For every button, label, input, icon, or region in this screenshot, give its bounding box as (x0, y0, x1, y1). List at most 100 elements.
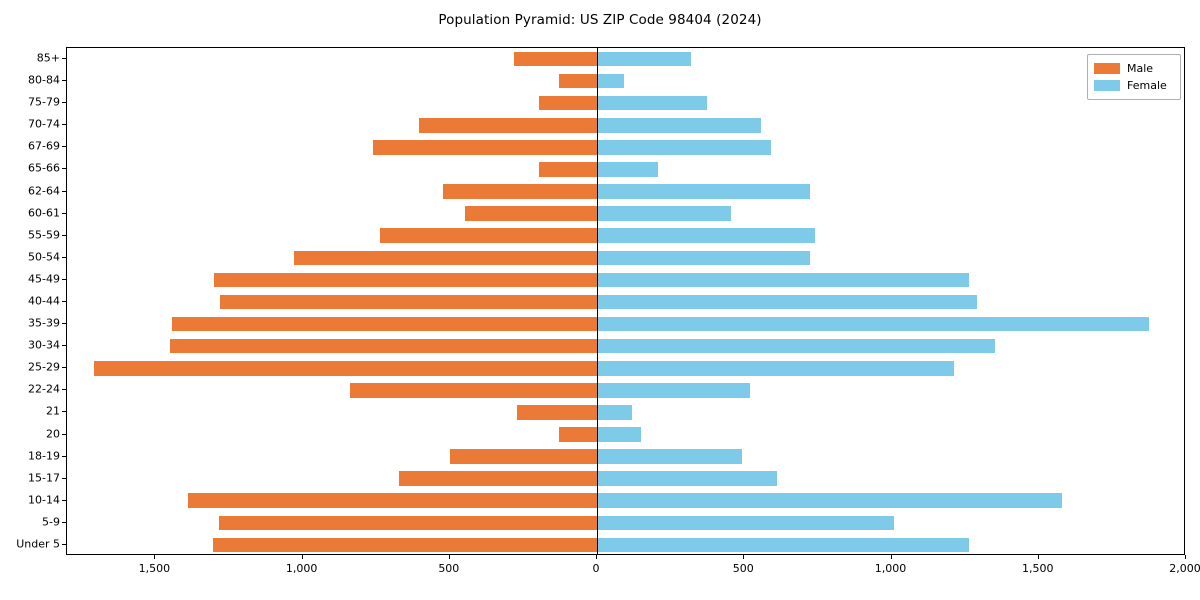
y-axis-tick-mark (62, 323, 66, 325)
y-axis-tick-mark (62, 477, 66, 479)
bar-row (67, 360, 1184, 376)
y-axis-tick-label: 85+ (36, 51, 60, 65)
y-axis-tick-label: 25-29 (28, 360, 60, 374)
bar-male (293, 250, 598, 266)
y-axis-tick-label: 30-34 (28, 338, 60, 352)
bar-female (597, 294, 977, 310)
y-axis-tick-mark (62, 367, 66, 369)
bar-row (67, 118, 1184, 133)
bar-row (67, 449, 1184, 464)
legend-label: Male (1127, 62, 1154, 75)
bar-female (597, 95, 707, 111)
legend-entry[interactable]: Female (1094, 77, 1174, 94)
y-axis-tick-mark (62, 433, 66, 435)
x-axis-tick-label: 1,500 (1022, 562, 1054, 575)
y-axis-tick-mark (62, 212, 66, 214)
y-axis-tick-mark (62, 256, 66, 258)
y-axis-tick-label: 40-44 (28, 294, 60, 308)
y-axis-tick-label: 35-39 (28, 316, 60, 330)
y-axis-tick-label: 70-74 (28, 117, 60, 131)
bar-male (464, 206, 598, 221)
y-axis-tick-mark (62, 58, 66, 60)
bar-male (442, 184, 598, 199)
x-axis-tick-label: 1,000 (874, 562, 907, 575)
y-axis-tick-label: 22-24 (28, 382, 60, 396)
bar-row (67, 383, 1184, 398)
bar-row (67, 250, 1184, 266)
y-axis-tick-mark (62, 389, 66, 391)
bar-row (67, 515, 1184, 531)
bar-row (67, 206, 1184, 221)
bar-female (597, 73, 625, 89)
bar-row (67, 338, 1184, 354)
zero-axis-line (597, 48, 599, 554)
y-axis-tick-label: 65-66 (28, 161, 60, 175)
y-axis-tick-label: 60-61 (28, 206, 60, 220)
bar-female (597, 272, 969, 288)
bar-row (67, 51, 1184, 67)
plot-area (66, 47, 1185, 555)
x-axis-tick-mark (1037, 555, 1039, 559)
bar-row (67, 294, 1184, 310)
legend-entry[interactable]: Male (1094, 60, 1174, 77)
y-axis-tick-label: 80-84 (28, 73, 60, 87)
x-axis-tick-mark (154, 555, 156, 559)
bar-row (67, 471, 1184, 486)
bar-male (399, 471, 598, 486)
y-axis-tick-label: 50-54 (28, 250, 60, 264)
bar-female (597, 250, 810, 266)
bar-male (170, 338, 598, 354)
bar-male (419, 118, 598, 133)
y-axis-tick-label: 67-69 (28, 139, 60, 153)
bar-male (559, 73, 598, 89)
y-axis-tick-mark (62, 345, 66, 347)
y-axis-tick-mark (62, 80, 66, 82)
bar-row (67, 73, 1184, 89)
bar-row (67, 537, 1184, 553)
y-axis-tick-mark (62, 521, 66, 523)
bar-female (597, 118, 762, 133)
bar-female (597, 162, 659, 177)
bar-male (172, 316, 598, 332)
x-axis-tick-label: 0 (592, 562, 600, 575)
y-axis-tick-mark (62, 168, 66, 170)
bar-row (67, 162, 1184, 177)
legend-swatch-female (1094, 80, 1120, 91)
bar-female (597, 471, 778, 486)
bar-female (597, 405, 632, 420)
bar-female (597, 228, 815, 243)
y-axis-tick-label: 18-19 (28, 449, 60, 463)
bar-row (67, 405, 1184, 420)
bar-male (349, 383, 598, 398)
y-axis-tick-label: 21 (46, 404, 60, 418)
bar-female (597, 51, 691, 67)
bar-male (514, 51, 598, 67)
y-axis-tick-label: 15-17 (28, 471, 60, 485)
y-axis-tick-mark (62, 455, 66, 457)
y-axis-tick-label: 62-64 (28, 184, 60, 198)
chart-legend: Male Female (1087, 54, 1181, 100)
bar-male (379, 228, 598, 243)
bar-male (538, 95, 598, 111)
bar-male (218, 515, 598, 531)
x-axis-tick-label: 1,000 (285, 562, 318, 575)
bar-row (67, 140, 1184, 155)
bar-male (214, 272, 598, 288)
legend-label: Female (1127, 79, 1167, 92)
bar-female (597, 427, 642, 442)
bar-male (212, 537, 598, 553)
bar-female (597, 493, 1063, 509)
bar-female (597, 449, 742, 464)
x-axis-tick-mark (890, 555, 892, 559)
bar-row (67, 272, 1184, 288)
y-axis-tick-mark (62, 190, 66, 192)
x-axis-tick-mark (596, 555, 598, 559)
x-axis-tick-mark (448, 555, 450, 559)
y-axis-tick-mark (62, 102, 66, 104)
x-axis-tick-label: 500 (438, 562, 460, 575)
bar-female (597, 140, 772, 155)
x-axis-tick-label: 2,000 (1169, 562, 1200, 575)
x-axis-tick-mark (1185, 555, 1186, 559)
bar-female (597, 316, 1149, 332)
y-axis-tick-mark (62, 234, 66, 236)
